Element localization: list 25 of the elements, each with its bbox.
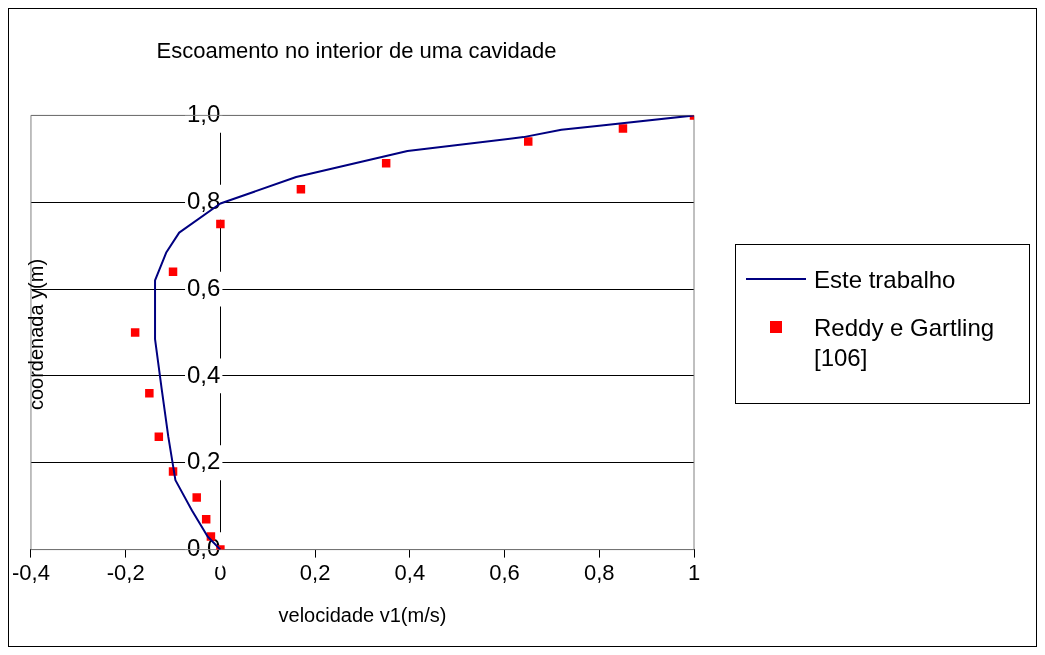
point <box>130 328 140 337</box>
y-tick-label: 0,4 <box>187 360 221 388</box>
point <box>618 124 628 133</box>
x-tick-label: 0,6 <box>489 559 520 585</box>
x-tick-label: 1 <box>687 559 701 585</box>
x-axis-title: velocidade v1(m/s) <box>278 603 447 626</box>
y-tick-label: 0,8 <box>187 186 221 214</box>
point <box>524 137 533 146</box>
y-tick-label: 0,2 <box>187 447 221 475</box>
y-tick-label: 1,0 <box>187 100 221 128</box>
legend-label: Este trabalho <box>814 265 957 295</box>
x-tick-label: 0,4 <box>394 559 426 585</box>
point <box>154 432 164 441</box>
x-tick-label: -0,4 <box>11 559 50 585</box>
y-axis-title: coordenada y(m) <box>25 258 49 410</box>
legend-label: Reddy e Gartling [106] <box>814 313 996 373</box>
x-tick-label: 0,2 <box>299 559 331 585</box>
x-tick-label: 0,8 <box>583 559 615 585</box>
y-tick-label: 0,6 <box>187 273 221 301</box>
point <box>216 219 225 229</box>
point <box>192 493 201 502</box>
point <box>168 267 178 276</box>
chart-title: Escoamento no interior de uma cavidade <box>156 38 557 64</box>
point <box>145 389 154 398</box>
x-tick-label: -0,2 <box>106 559 145 585</box>
